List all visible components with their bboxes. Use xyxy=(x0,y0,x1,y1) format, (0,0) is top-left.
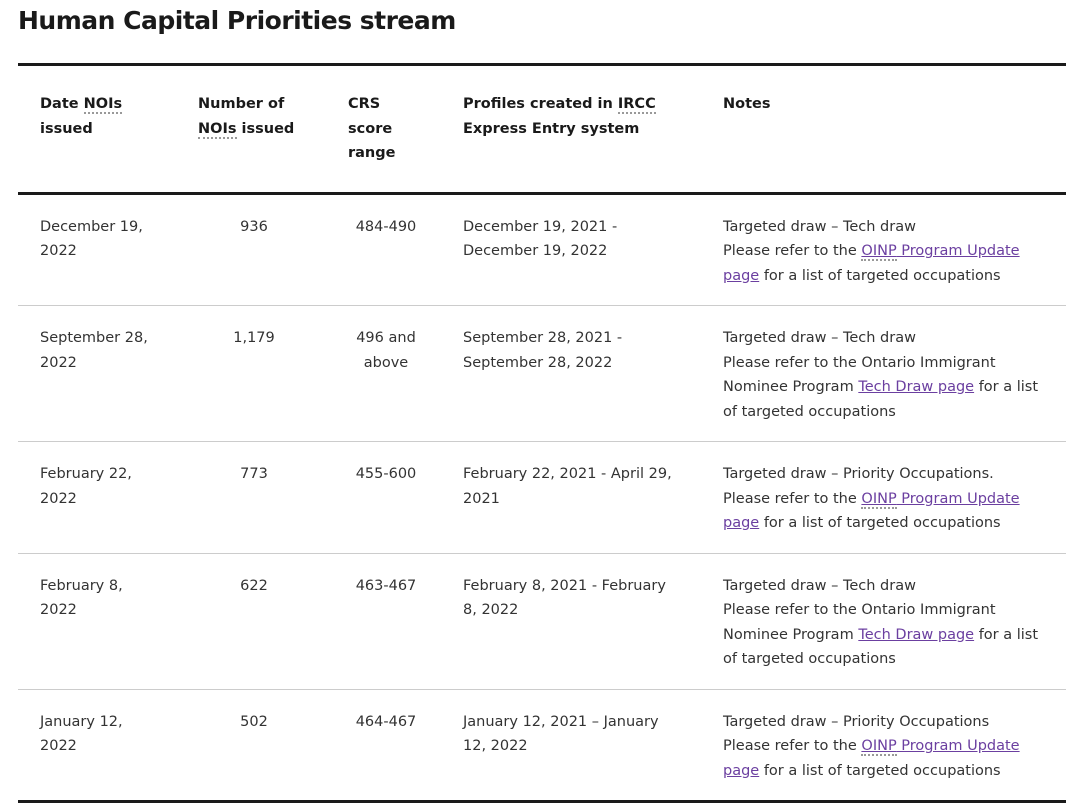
note-title: Targeted draw – Priority Occupations xyxy=(723,713,990,730)
cell-profiles: February 22, 2021 - April 29, 2021 xyxy=(441,441,701,554)
cell-number: 773 xyxy=(176,441,332,554)
cell-notes: Targeted draw – Priority Occupations Plea… xyxy=(701,689,1066,803)
table-header-row: Date NOIs issued Number of NOIs issued C… xyxy=(18,63,1066,195)
note-text: Please refer to the Ontario Immigrant No… xyxy=(723,602,996,643)
header-text: Date xyxy=(40,96,84,112)
header-text: issued xyxy=(236,120,295,137)
note-text: for a list of targeted occupations xyxy=(723,626,1039,668)
cell-profiles: September 28, 2021 - September 28, 2022 xyxy=(441,305,701,442)
abbr-ircc[interactable]: IRCC xyxy=(617,96,656,114)
cell-profiles: December 19, 2021 - December 19, 2022 xyxy=(441,193,701,306)
header-text: Number of xyxy=(198,96,285,112)
cell-date: February 8, 2022 xyxy=(18,553,176,690)
cell-crs: 455-600 xyxy=(332,441,441,554)
header-text: Express Entry system xyxy=(463,120,640,137)
note-text: Please refer to the xyxy=(723,490,862,507)
table-row: February 22, 2022 773 455-600 February 22, … xyxy=(18,441,1066,554)
noi-table: Date NOIs issued Number of NOIs issued C… xyxy=(18,63,1066,803)
table-row: February 8, 2022 622 463-467 February 8, 20… xyxy=(18,553,1066,690)
cell-number: 622 xyxy=(176,553,332,690)
cell-crs: 463-467 xyxy=(332,553,441,690)
cell-notes: Targeted draw – Tech draw Please refer to… xyxy=(701,193,1066,306)
note-title: Targeted draw – Priority Occupations. xyxy=(723,466,994,482)
note-link[interactable]: OINP Program Update page xyxy=(723,490,1020,532)
note-text: Please refer to the Ontario Immigrant No… xyxy=(723,354,996,396)
table-row: January 12, 2022 502 464-467 January 12, 20… xyxy=(18,689,1066,803)
note-text: for a list of targeted occupations xyxy=(759,515,1001,531)
cell-number: 936 xyxy=(176,193,332,306)
header-date: Date NOIs issued xyxy=(18,63,176,195)
abbr-nois[interactable]: NOIs xyxy=(83,96,123,114)
note-text: for a list of targeted occupations xyxy=(723,379,1039,420)
cell-date: December 19, 2022 xyxy=(18,193,176,306)
header-profiles: Profiles created in IRCC Express Entry s… xyxy=(441,63,701,195)
note-link[interactable]: OINP Program Update page xyxy=(723,738,1020,779)
note-link[interactable]: Tech Draw page xyxy=(858,627,974,643)
cell-number: 1,179 xyxy=(176,305,332,442)
note-text: for a list of targeted occupations xyxy=(759,267,1001,284)
header-number: Number of NOIs issued xyxy=(176,63,332,195)
note-title: Targeted draw – Tech draw xyxy=(723,577,916,594)
header-notes: Notes xyxy=(701,63,1066,195)
cell-date: September 28, 2022 xyxy=(18,305,176,442)
link-text[interactable]: Program Update page xyxy=(723,738,1020,779)
cell-notes: Targeted draw – Tech draw Please refer to… xyxy=(701,553,1066,690)
cell-crs: 484-490 xyxy=(332,193,441,306)
note-text: Please refer to the xyxy=(723,243,862,259)
cell-notes: Targeted draw – Priority Occupations. Ple… xyxy=(701,441,1066,554)
note-text: Please refer to the xyxy=(723,738,862,754)
note-link[interactable]: Tech Draw page xyxy=(858,379,974,395)
cell-date: January 12, 2022 xyxy=(18,689,176,803)
header-text: Profiles created in xyxy=(463,96,618,112)
abbr-oinp[interactable]: OINP xyxy=(861,490,897,509)
note-link[interactable]: OINP Program Update page xyxy=(723,243,1020,284)
cell-profiles: January 12, 2021 – January 12, 2022 xyxy=(441,689,701,803)
link-text[interactable]: Tech Draw page xyxy=(858,379,975,395)
header-text: issued xyxy=(40,120,93,137)
link-text[interactable]: Program Update page xyxy=(723,490,1020,532)
cell-crs: 464-467 xyxy=(332,689,441,803)
link-text[interactable]: Tech Draw page xyxy=(858,626,975,643)
cell-notes: Targeted draw – Tech draw Please refer to… xyxy=(701,305,1066,442)
note-title: Targeted draw – Tech draw xyxy=(723,218,916,235)
cell-profiles: February 8, 2021 - February 8, 2022 xyxy=(441,553,701,690)
abbr-oinp[interactable]: OINP xyxy=(861,243,897,261)
cell-crs: 496 and above xyxy=(332,305,441,442)
note-text: for a list of targeted occupations xyxy=(759,762,1001,779)
page-title: Human Capital Priorities stream xyxy=(18,6,456,35)
table-row: December 19, 2022 936 484-490 December 19, … xyxy=(18,193,1066,306)
note-title: Targeted draw – Tech draw xyxy=(723,330,916,346)
link-text[interactable]: Program Update page xyxy=(723,243,1020,284)
cell-date: February 22, 2022 xyxy=(18,441,176,554)
header-crs: CRS score range xyxy=(332,63,441,195)
cell-number: 502 xyxy=(176,689,332,803)
table-row: September 28, 2022 1,179 496 and above Sept… xyxy=(18,305,1066,442)
abbr-oinp[interactable]: OINP xyxy=(861,738,897,756)
abbr-nois[interactable]: NOIs xyxy=(198,120,237,139)
